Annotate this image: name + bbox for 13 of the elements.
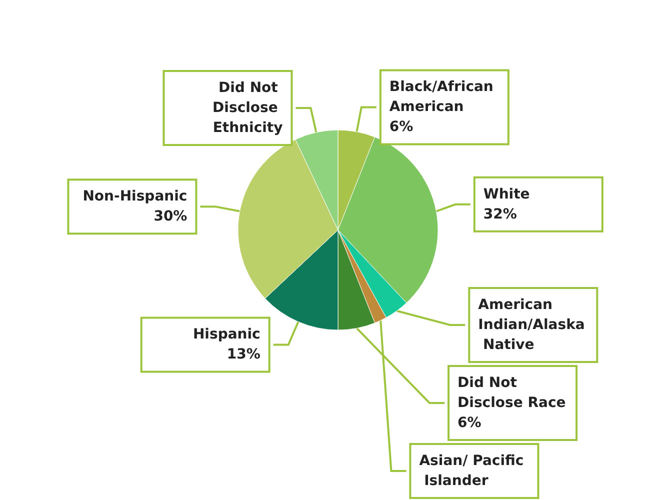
slice-label: Non-Hispanic bbox=[82, 188, 188, 205]
data-label: 30% bbox=[154, 208, 188, 225]
data-label: 6% bbox=[389, 119, 414, 136]
data-label: 32% bbox=[483, 206, 517, 222]
slice-label: Did Not Disclose Ethnicity bbox=[212, 80, 283, 136]
slice-label: Asian/ Pacific Islander bbox=[419, 453, 524, 489]
slice-label: Hispanic bbox=[192, 326, 260, 343]
slice-label: Did Not Disclose Race bbox=[458, 375, 566, 411]
data-label: 6% bbox=[458, 415, 482, 431]
slice-label: American Indian/Alaska Native bbox=[478, 297, 585, 353]
slice-label: Black/African American bbox=[389, 79, 498, 116]
slice-label: White bbox=[483, 186, 530, 202]
data-label: 13% bbox=[226, 346, 260, 363]
